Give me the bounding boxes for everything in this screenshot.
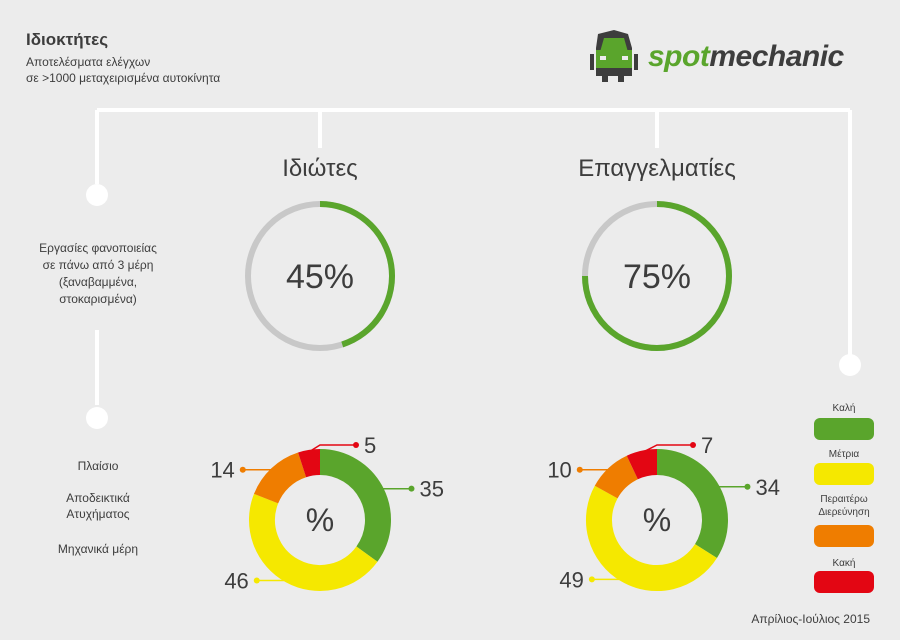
- donut-individuals-value-bad: 5: [364, 433, 376, 458]
- ring-progress-individuals: [319, 201, 396, 348]
- donut-individuals-leader-dot-medium: [253, 577, 260, 584]
- category-accident-line-1: Αποδεικτικά: [66, 491, 130, 505]
- donut-professionals-value-bad: 7: [701, 433, 713, 458]
- donut-individuals-segment-bad: [298, 449, 321, 478]
- legend-label-bad: Κακή: [832, 558, 856, 569]
- bodywork-line-2: σε πάνω από 3 μέρη: [42, 258, 154, 272]
- ring-value-professionals: 75%: [623, 258, 691, 296]
- logo-word-spot: spot: [648, 40, 710, 73]
- bodywork-line-4: στοκαρισμένα): [59, 292, 137, 306]
- donut-professionals-value-medium: 49: [559, 567, 583, 592]
- donut-professionals-leader-bad: [641, 444, 691, 454]
- donut-individuals-segment-medium: [249, 493, 378, 591]
- legend-swatch-bad: [814, 571, 874, 593]
- legend-label-medium: Μέτρια: [828, 449, 860, 460]
- donut-professionals-leader-dot-further: [576, 466, 583, 473]
- category-accident-line-2: Ατυχήματος: [66, 507, 130, 521]
- ring-value-individuals: 45%: [286, 258, 354, 296]
- donut-professionals-leader-dot-good: [744, 483, 751, 490]
- donut-professionals-value-further: 10: [547, 458, 571, 483]
- connector-dot-left-bottom: [86, 407, 108, 429]
- category-frame: Πλαίσιο: [77, 459, 119, 473]
- donut-individuals-leader-dot-good: [408, 485, 415, 492]
- column-title-professionals: Επαγγελματίες: [578, 155, 736, 182]
- donut-professionals-segment-medium: [585, 485, 717, 591]
- legend-label-further-line-2: Διερεύνηση: [818, 507, 870, 518]
- subtitle-line-1: Αποτελέσματα ελέγχων: [26, 55, 151, 69]
- category-accident: Αποδεικτικά Ατυχήματος: [20, 490, 176, 522]
- legend-swatch-good: [814, 418, 874, 440]
- category-mechanical: Μηχανικά μέρη: [57, 542, 139, 556]
- legend-label-good: Καλή: [832, 403, 856, 414]
- donut-professionals-segment-good: [656, 449, 728, 559]
- bodywork-line-3: (ξαναβαμμένα,: [58, 275, 138, 289]
- legend-swatch-medium: [814, 463, 874, 485]
- donut-professionals-leader-dot-bad: [690, 442, 696, 448]
- donut-professionals-value-good: 34: [756, 475, 780, 500]
- date-range-footer: Απρίλιος-Ιούλιος 2015: [751, 612, 870, 626]
- car-logo-icon: [590, 30, 638, 82]
- logo-word-mechanic: mechanic: [709, 40, 844, 73]
- connector-dot-right: [839, 354, 861, 376]
- donut-individuals-leader-bad: [308, 444, 354, 453]
- donut-individuals-center-label: %: [306, 502, 334, 538]
- donut-individuals-segment-good: [319, 449, 391, 562]
- donut-professionals-center-label: %: [643, 502, 671, 538]
- donut-individuals-value-good: 35: [420, 477, 444, 502]
- page-title: Ιδιοκτήτες: [26, 30, 109, 49]
- donut-individuals-leader-dot-further: [239, 466, 246, 473]
- donut-professionals-segment-bad: [626, 449, 658, 480]
- legend-label-further-line-1: Περαιτέρω: [820, 494, 868, 505]
- donut-individuals-segment-further: [253, 452, 307, 504]
- column-title-individuals: Ιδιώτες: [282, 155, 358, 182]
- donut-individuals-value-medium: 46: [224, 569, 248, 594]
- spotmechanic-logo: spotmechanic: [584, 24, 874, 94]
- logo-wordmark: spotmechanic: [648, 40, 844, 74]
- donut-individuals-leader-dot-bad: [353, 442, 359, 448]
- ring-progress-professionals: [582, 201, 732, 351]
- donut-professionals-segment-further: [594, 455, 639, 499]
- donut-individuals-value-further: 14: [210, 458, 234, 483]
- bodywork-label: Εργασίες φανοποιείας σε πάνω από 3 μέρη …: [10, 240, 186, 308]
- page-subtitle: Αποτελέσματα ελέγχων σε >1000 μεταχειρισ…: [26, 54, 220, 86]
- bodywork-line-1: Εργασίες φανοποιείας: [39, 241, 157, 255]
- donut-professionals-leader-dot-medium: [588, 576, 595, 583]
- legend-swatch-further: [814, 525, 874, 547]
- subtitle-line-2: σε >1000 μεταχειρισμένα αυτοκίνητα: [26, 71, 221, 85]
- connector-dot-left-top: [86, 184, 108, 206]
- legend-label-further: Περαιτέρω Διερεύνηση: [799, 493, 889, 519]
